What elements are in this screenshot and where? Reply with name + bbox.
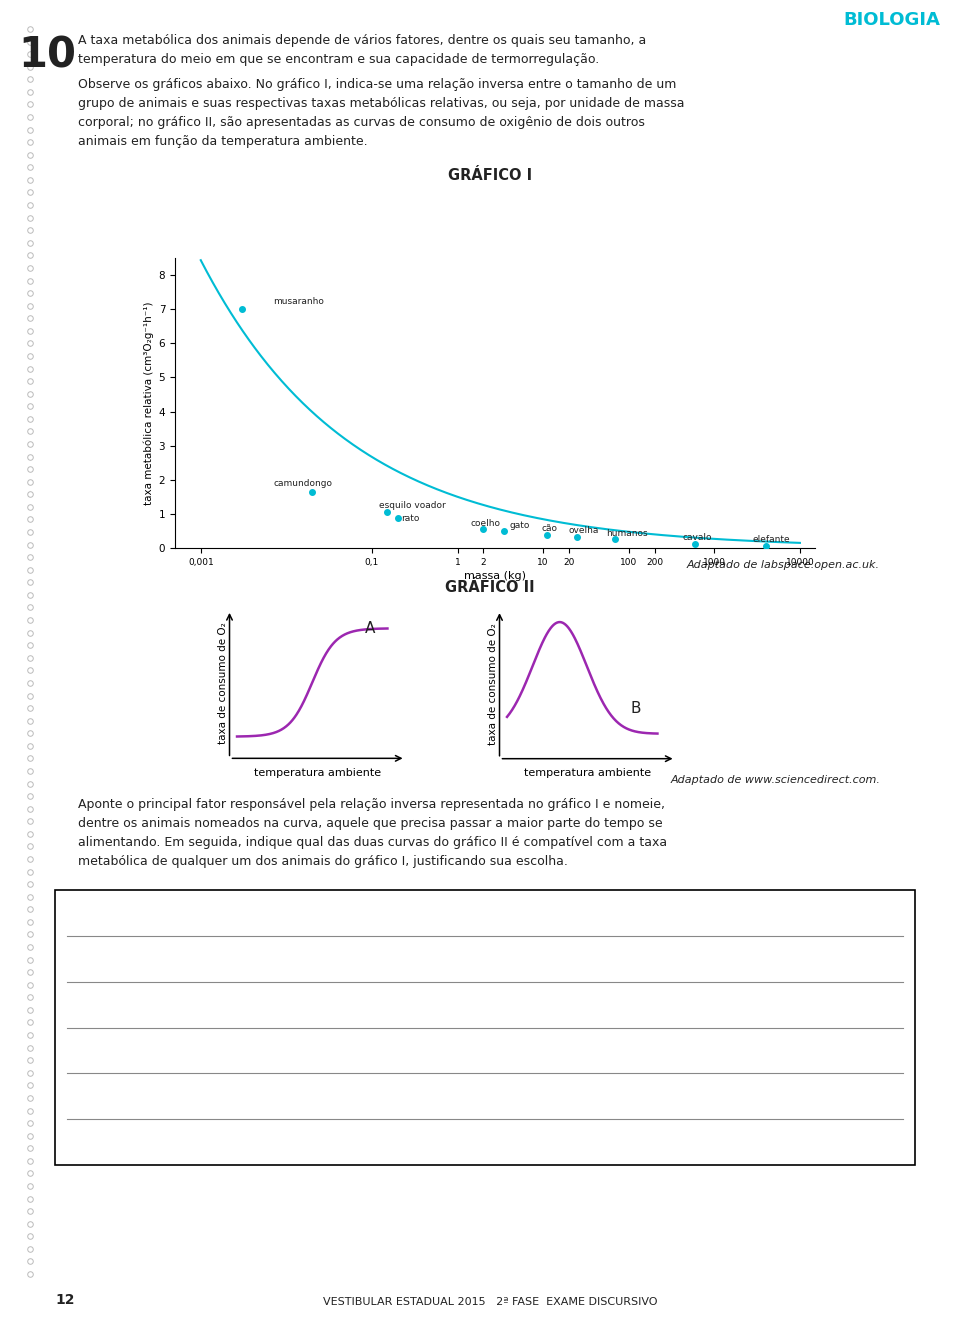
Text: cavalo: cavalo: [683, 533, 711, 542]
Text: coelho: coelho: [470, 518, 500, 528]
Y-axis label: taxa metabólica relativa (cm³O₂g⁻¹h⁻¹): taxa metabólica relativa (cm³O₂g⁻¹h⁻¹): [144, 302, 155, 505]
Point: [687, 533, 703, 554]
X-axis label: temperatura ambiente: temperatura ambiente: [254, 768, 381, 779]
Text: metabólica de qualquer um dos animais do gráfico I, justificando sua escolha.: metabólica de qualquer um dos animais do…: [78, 855, 568, 868]
Text: B: B: [631, 700, 641, 716]
Text: BIOLOGIA: BIOLOGIA: [843, 11, 940, 29]
Text: A taxa metabólica dos animais depende de vários fatores, dentre os quais seu tam: A taxa metabólica dos animais depende de…: [78, 35, 646, 47]
Text: grupo de animais e suas respectivas taxas metabólicas relativas, ou seja, por un: grupo de animais e suas respectivas taxa…: [78, 97, 684, 110]
Text: ovelha: ovelha: [569, 526, 599, 536]
Text: GRÁFICO II: GRÁFICO II: [445, 579, 535, 595]
Text: elefante: elefante: [753, 534, 790, 544]
Point: [608, 529, 623, 550]
X-axis label: massa (kg): massa (kg): [464, 571, 526, 581]
Text: 12: 12: [55, 1293, 75, 1306]
Text: temperatura do meio em que se encontram e sua capacidade de termorregulação.: temperatura do meio em que se encontram …: [78, 53, 599, 66]
Text: Adaptado de www.sciencedirect.com.: Adaptado de www.sciencedirect.com.: [670, 775, 880, 785]
Text: corporal; no gráfico II, são apresentadas as curvas de consumo de oxigênio de do: corporal; no gráfico II, são apresentada…: [78, 116, 645, 129]
Point: [475, 518, 491, 540]
Text: GRÁFICO I: GRÁFICO I: [448, 167, 532, 183]
Text: VESTIBULAR ESTADUAL 2015   2ª FASE  EXAME DISCURSIVO: VESTIBULAR ESTADUAL 2015 2ª FASE EXAME D…: [323, 1297, 658, 1306]
Text: animais em função da temperatura ambiente.: animais em função da temperatura ambient…: [78, 136, 368, 148]
Text: alimentando. Em seguida, indique qual das duas curvas do gráfico II é compatível: alimentando. Em seguida, indique qual da…: [78, 836, 667, 849]
Point: [539, 525, 554, 546]
Point: [758, 536, 774, 557]
Point: [496, 521, 512, 542]
Text: camundongo: camundongo: [273, 480, 332, 488]
Text: Adaptado de labspace.open.ac.uk.: Adaptado de labspace.open.ac.uk.: [687, 560, 880, 570]
Text: taxa de consumo de O₂: taxa de consumo de O₂: [218, 622, 228, 744]
Point: [569, 526, 585, 548]
Text: A: A: [365, 622, 375, 637]
Text: cão: cão: [541, 525, 557, 533]
Text: rato: rato: [401, 514, 420, 524]
Text: dentre os animais nomeados na curva, aquele que precisa passar a maior parte do : dentre os animais nomeados na curva, aqu…: [78, 817, 662, 831]
Point: [390, 508, 405, 529]
Point: [304, 481, 320, 502]
Bar: [55, 890, 915, 1166]
Text: Observe os gráficos abaixo. No gráfico I, indica-se uma relação inversa entre o : Observe os gráficos abaixo. No gráfico I…: [78, 78, 677, 90]
Text: taxa de consumo de O₂: taxa de consumo de O₂: [488, 623, 498, 744]
Text: esquilo voador: esquilo voador: [379, 501, 445, 510]
Text: Aponte o principal fator responsável pela relação inversa representada no gráfic: Aponte o principal fator responsável pel…: [78, 797, 665, 811]
Point: [234, 299, 250, 320]
Text: gato: gato: [509, 521, 530, 529]
X-axis label: temperatura ambiente: temperatura ambiente: [524, 768, 651, 779]
Text: humanos: humanos: [607, 529, 648, 538]
Text: 10: 10: [18, 35, 76, 76]
Text: musaranho: musaranho: [273, 296, 324, 306]
Point: [379, 501, 395, 522]
